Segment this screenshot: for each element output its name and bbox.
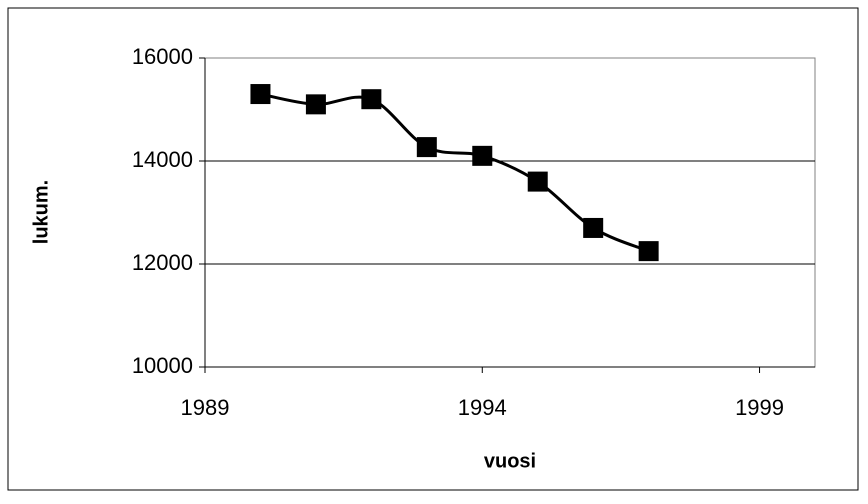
- y-tick-label: 14000: [132, 147, 193, 172]
- marker: [361, 89, 382, 110]
- x-tick-label: 1999: [735, 395, 784, 420]
- y-tick-label: 10000: [132, 353, 193, 378]
- marker: [527, 171, 548, 192]
- x-axis-label: vuosi: [484, 450, 536, 472]
- marker: [638, 241, 659, 262]
- marker: [583, 217, 604, 238]
- marker: [305, 94, 326, 115]
- x-tick-label: 1989: [181, 395, 230, 420]
- marker: [250, 84, 271, 105]
- x-tick-label: 1994: [458, 395, 507, 420]
- marker: [416, 137, 437, 158]
- marker: [472, 145, 493, 166]
- y-tick-label: 12000: [132, 250, 193, 275]
- y-axis-label: lukum.: [30, 180, 52, 244]
- plot-area: [204, 57, 816, 368]
- y-tick-label: 16000: [132, 44, 193, 69]
